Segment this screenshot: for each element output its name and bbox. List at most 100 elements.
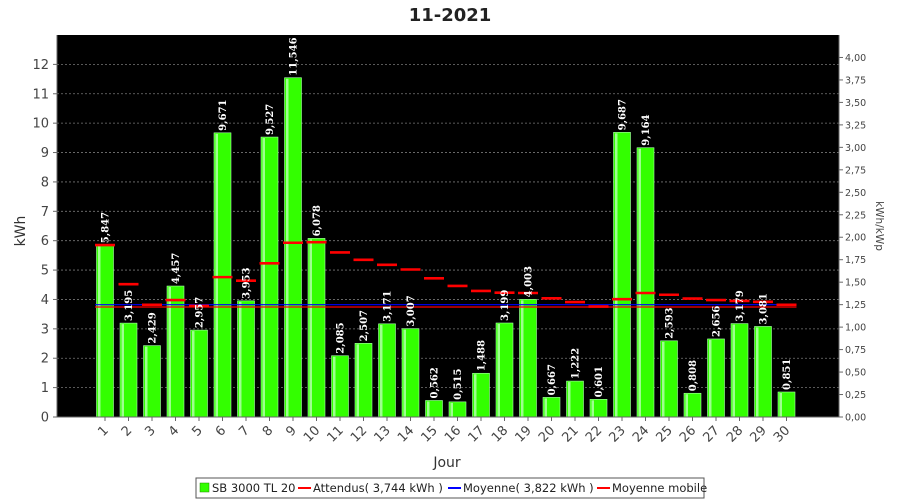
bar-highlight [521,300,524,417]
data-label: 4,003 [524,266,535,297]
bar-highlight [450,402,453,417]
x-tick-label: 21 [560,423,582,445]
data-label: 1,488 [477,340,488,371]
data-label: 6,078 [312,205,323,236]
data-label: 0,562 [430,367,441,398]
data-label: 0,851 [782,359,793,390]
bar-highlight [215,133,218,417]
data-label: 3,199 [500,290,511,321]
y-right-tick-label: 2,00 [845,233,866,244]
bar-highlight [286,78,289,418]
data-label: 1,222 [571,348,582,379]
x-tick-label: 8 [260,423,276,439]
x-tick-label: 18 [489,423,511,445]
bar-highlight [168,287,171,417]
bar-highlight [779,392,782,417]
data-label: 3,007 [406,295,417,326]
legend-label-moyenne: Moyenne( 3,822 kWh ) [463,481,594,495]
y-tick-label: 2 [41,352,49,367]
bar-highlight [544,398,547,417]
x-tick-label: 25 [654,423,676,445]
y-right-tick-label: 2,75 [845,165,866,176]
x-tick-label: 17 [466,423,488,445]
data-label: 11,546 [289,37,300,75]
x-tick-label: 23 [607,423,629,445]
y-right-tick-label: 1,00 [845,323,866,334]
y-tick-label: 3 [41,322,49,337]
bar-highlight [333,356,336,417]
x-tick-label: 13 [372,423,394,445]
data-label: 0,667 [547,364,558,395]
legend: SB 3000 TL 20 Attendus( 3,744 kWh ) Moye… [195,477,707,499]
bar-highlight [568,382,571,417]
bar-highlight [262,138,265,417]
x-tick-label: 30 [771,423,793,445]
x-tick-label: 22 [583,423,605,445]
data-label: 3,179 [735,290,746,321]
data-label: 2,429 [148,312,159,343]
bar-highlight [709,339,712,417]
y-tick-label: 11 [32,87,49,102]
x-tick-label: 12 [348,423,370,445]
data-label: 2,593 [665,307,676,338]
bar-highlight [309,239,312,417]
x-tick-label: 14 [395,423,417,445]
y-tick-label: 6 [41,234,49,249]
bar-highlight [756,327,759,417]
data-label: 2,656 [712,306,723,337]
x-tick-label: 1 [95,423,111,439]
bar-highlight [497,323,500,417]
data-label-layer: 5,847 3,195 2,429 4,457 2,957 9,671 3,953 9,527… [101,37,794,399]
y-right-tick-label: 1,50 [845,278,866,289]
data-label: 5,847 [101,212,112,243]
y-right-tick-label: 2,50 [845,188,866,199]
bar-highlight [427,401,430,417]
y-right-tick-label: 2,25 [845,210,866,221]
x-tick-label: 16 [442,423,464,445]
data-label: 0,808 [688,360,699,391]
x-tick-label: 11 [325,423,347,445]
bar-highlight [662,341,665,417]
y-tick-label: 0 [41,411,49,426]
bar-highlight [732,324,735,417]
bar-highlight [192,331,195,417]
bar-highlight [591,400,594,417]
x-tick-label: 27 [701,423,723,445]
data-label: 9,671 [218,99,229,130]
bar-highlight [98,246,101,417]
x-tick-label: 3 [142,423,158,439]
y-axis-right-label: kWh/kWp [873,201,885,251]
x-axis-label: Jour [432,455,461,471]
y-right-tick-label: 3,50 [845,98,866,109]
y-right-tick-label: 3,75 [845,75,866,86]
data-label: 2,957 [195,297,206,328]
x-tick-label: 29 [748,423,770,445]
bar-layer [96,77,796,418]
bar-highlight [380,324,383,417]
y-right-tick-label: 3,00 [845,143,866,154]
y-tick-label: 10 [32,117,49,132]
y-right-tick-label: 1,25 [845,300,866,311]
y-right-tick-label: 0,00 [845,413,866,424]
bar-highlight [638,148,641,417]
data-label: 0,515 [453,369,464,400]
y-axis-label: kWh [13,216,29,247]
reference-line-layer [95,240,797,308]
y-right-tick-label: 1,75 [845,255,866,266]
x-tick-label: 24 [630,423,652,445]
y-tick-label: 8 [41,175,49,190]
x-tick-label: 26 [677,423,699,445]
data-label: 3,081 [759,293,770,324]
y-right-tick-label: 3,25 [845,120,866,131]
y-tick-label: 5 [41,264,49,279]
bar-highlight [145,346,148,417]
x-tick-label: 5 [189,423,205,439]
data-label: 9,687 [618,99,629,130]
y-right-tick-label: 0,25 [845,390,866,401]
x-tick-label: 19 [513,423,535,445]
y-right-tick-label: 0,75 [845,345,866,356]
legend-label-moyenne-mobile: Moyenne mobile [612,481,707,495]
data-label: 3,195 [124,290,135,321]
x-tick-label: 20 [536,423,558,445]
